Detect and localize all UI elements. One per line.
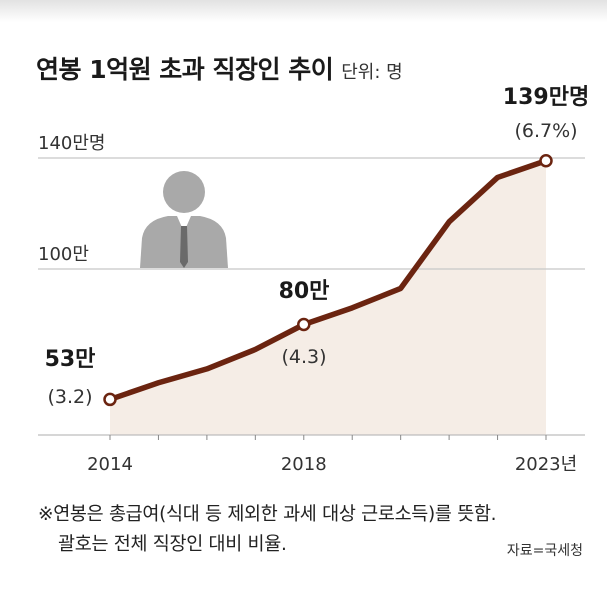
data-point-marker — [539, 154, 553, 168]
icon-tie — [180, 226, 188, 268]
icon-head — [163, 171, 205, 213]
footnote-line-1: ※연봉은 총급여(식대 등 제외한 과세 대상 근로소득)를 뜻함. — [38, 504, 497, 525]
x-tick-label: 2018 — [281, 454, 327, 475]
footnote-line-2: 괄호는 전체 직장인 대비 비율. — [58, 534, 287, 555]
title-row: 연봉 1억원 초과 직장인 추이 단위: 명 — [36, 50, 403, 86]
ratio-label-2018: (4.3) — [281, 346, 326, 368]
ratio-label-2023: (6.7%) — [514, 120, 577, 142]
series-line — [107, 158, 549, 403]
icon-collar — [177, 216, 191, 232]
x-tick-label: 2014 — [87, 454, 133, 475]
top-shade — [0, 0, 607, 22]
value-label-2023: 139만명 — [503, 85, 589, 110]
data-point-marker — [103, 392, 117, 407]
source-label: 자료=국세청 — [506, 543, 583, 559]
person-silhouette-icon — [140, 171, 228, 268]
data-point-marker — [297, 317, 311, 332]
value-label-2018: 80만 — [279, 279, 330, 304]
y-tick-label: 140만명 — [38, 133, 105, 154]
ratio-label-2014: (3.2) — [47, 386, 92, 408]
unit-label: 단위: 명 — [341, 62, 403, 83]
y-tick-label: 100만 — [38, 244, 89, 265]
chart-title: 연봉 1억원 초과 직장인 추이 — [36, 55, 334, 84]
value-label-2014: 53만 — [45, 347, 96, 372]
footnote: ※연봉은 총급여(식대 등 제외한 과세 대상 근로소득)를 뜻함. 괄호는 전… — [38, 500, 497, 560]
x-tick-label: 2023년 — [515, 454, 577, 475]
